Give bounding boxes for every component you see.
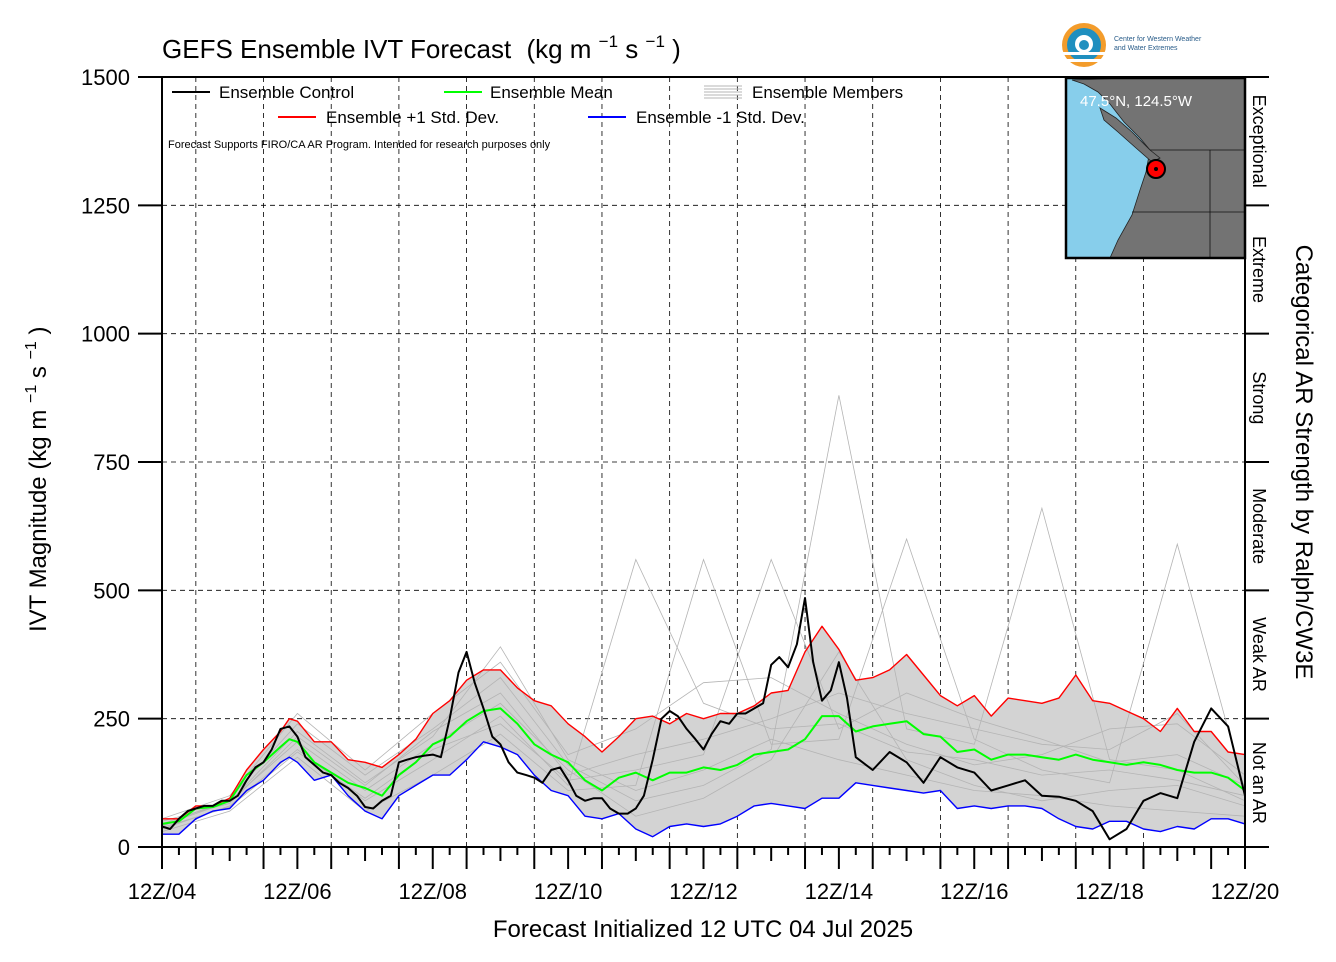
logo-line-2: and Water Extremes	[1114, 45, 1178, 52]
chart-title-text: GEFS Ensemble IVT Forecast	[162, 34, 512, 64]
y-tick-label: 0	[118, 835, 130, 860]
inset-map: 47.5°N, 124.5°W	[1064, 76, 1247, 260]
x-tick-label: 12Z/18	[1075, 879, 1144, 904]
category-label: Weak AR	[1249, 617, 1269, 692]
x-tick-label: 12Z/12	[669, 879, 738, 904]
chart-title: GEFS Ensemble IVT Forecast (kg m −1 s −1…	[162, 23, 681, 64]
y-tick-label: 1500	[81, 65, 130, 90]
y-axis-title-exp1: −1	[23, 385, 40, 403]
ensemble-stats-layer	[161, 597, 1246, 841]
chart-title-mid: s	[625, 34, 638, 64]
chart-title-close: )	[672, 34, 681, 64]
legend-label-control: Ensemble Control	[219, 83, 354, 102]
member-line-7	[161, 558, 1246, 828]
category-label: Moderate	[1249, 488, 1269, 564]
y-tick-label: 500	[93, 578, 130, 603]
ensemble-members-layer	[161, 395, 1246, 832]
legend-label-mean: Ensemble Mean	[490, 83, 613, 102]
x-tick-label: 12Z/20	[1211, 879, 1280, 904]
legend-label-members: Ensemble Members	[752, 83, 903, 102]
x-axis-title: Forecast Initialized 12 UTC 04 Jul 2025	[493, 916, 913, 943]
y-axis-title-close: )	[25, 326, 52, 334]
chart-title-exp1: −1	[599, 32, 618, 51]
y-axis-title-text: IVT Magnitude (kg m	[25, 410, 52, 632]
legend-swatch-members	[704, 85, 742, 99]
research-note: Forecast Supports FIRO/CA AR Program. In…	[168, 139, 551, 151]
right-axis-title: Categorical AR Strength by Ralph/CW3E	[1290, 245, 1317, 680]
inset-map-coords: 47.5°N, 124.5°W	[1080, 93, 1193, 110]
y-tick-label: 750	[93, 450, 130, 475]
y-axis-title-mid: s	[25, 366, 52, 378]
x-tick-label: 12Z/10	[534, 879, 603, 904]
logo-line-1: Center for Western Weather	[1114, 36, 1202, 43]
cw3e-logo: Center for Western Weather and Water Ext…	[1062, 23, 1202, 67]
control-line	[161, 597, 1246, 841]
category-label: Not an AR	[1249, 742, 1269, 824]
x-tick-label: 12Z/14	[805, 879, 874, 904]
category-label: Exceptional	[1249, 95, 1269, 188]
y-tick-label: 1250	[81, 193, 130, 218]
mean-line	[161, 707, 1246, 825]
minus-std-line	[162, 741, 1246, 838]
member-line-8	[161, 646, 1246, 826]
legend-label-plus-std: Ensemble +1 Std. Dev.	[326, 108, 499, 127]
std-dev-band	[162, 626, 1245, 837]
member-line-6	[161, 661, 1246, 820]
chart-title-units: (kg m	[526, 34, 591, 64]
chart-title-exp2: −1	[646, 32, 665, 51]
member-line-4	[161, 537, 1246, 832]
member-line-3	[161, 395, 1246, 827]
category-label: Extreme	[1249, 236, 1269, 303]
y-tick-label: 250	[93, 707, 130, 732]
x-tick-label: 12Z/16	[940, 879, 1009, 904]
x-tick-label: 12Z/06	[263, 879, 332, 904]
x-tick-label: 12Z/08	[399, 879, 468, 904]
x-tick-label: 12Z/04	[128, 879, 197, 904]
inset-map-frame	[1064, 76, 1247, 260]
legend-label-minus-std: Ensemble -1 Std. Dev.	[636, 108, 805, 127]
y-axis-title: IVT Magnitude (kg m −1 s −1 )	[15, 326, 52, 632]
y-axis-title-exp2: −1	[23, 341, 40, 359]
legend: Ensemble Control Ensemble Mean Ensemble …	[172, 83, 903, 127]
plus-std-line	[162, 625, 1246, 820]
category-label: Strong	[1249, 371, 1269, 424]
ticks-layer: 0 250 500 750 1000 1250 1500 12Z/04 12Z/06 12Z/08…	[81, 65, 1279, 904]
std-dev-fill	[162, 626, 1245, 837]
y-tick-label: 1000	[81, 322, 130, 347]
